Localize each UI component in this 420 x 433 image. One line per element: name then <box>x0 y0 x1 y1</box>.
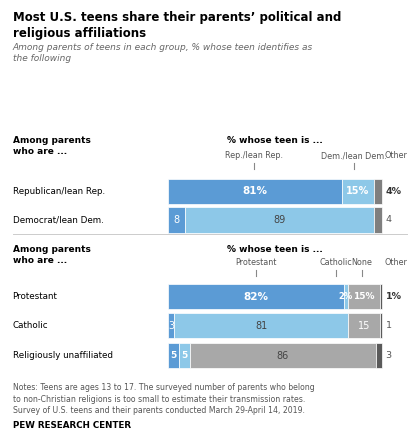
Text: Catholic: Catholic <box>320 258 352 267</box>
Text: % whose teen is ...: % whose teen is ... <box>227 136 323 145</box>
Text: 81%: 81% <box>242 186 267 197</box>
Text: Most U.S. teens share their parents’ political and
religious affiliations: Most U.S. teens share their parents’ pol… <box>13 11 341 40</box>
Text: Notes: Teens are ages 13 to 17. The surveyed number of parents who belong
to non: Notes: Teens are ages 13 to 17. The surv… <box>13 383 314 415</box>
Text: Catholic: Catholic <box>13 321 48 330</box>
Text: Other: Other <box>384 151 407 160</box>
Bar <box>190 343 376 368</box>
Text: Republican/lean Rep.: Republican/lean Rep. <box>13 187 105 196</box>
Bar <box>374 207 382 233</box>
Bar <box>380 313 382 338</box>
Bar <box>348 284 380 309</box>
Text: 81: 81 <box>255 320 267 331</box>
Text: Among parents of teens in each group, % whose teen identifies as
the following: Among parents of teens in each group, % … <box>13 43 313 63</box>
Text: 8: 8 <box>173 215 179 225</box>
Bar <box>168 284 344 309</box>
Text: 5: 5 <box>181 352 187 360</box>
Text: Democrat/lean Dem.: Democrat/lean Dem. <box>13 216 103 224</box>
Text: 15%: 15% <box>353 292 375 301</box>
Text: Among parents
who are ...: Among parents who are ... <box>13 245 90 265</box>
Text: 3: 3 <box>386 352 392 360</box>
Text: 15: 15 <box>358 320 370 331</box>
Bar <box>168 343 179 368</box>
Text: % whose teen is ...: % whose teen is ... <box>227 245 323 254</box>
Text: Other: Other <box>384 258 407 267</box>
Text: PEW RESEARCH CENTER: PEW RESEARCH CENTER <box>13 421 131 430</box>
Bar <box>341 179 374 204</box>
Text: 1%: 1% <box>386 292 402 301</box>
Bar <box>380 284 382 309</box>
Text: Protestant: Protestant <box>235 258 276 267</box>
Bar <box>374 179 382 204</box>
Text: 89: 89 <box>273 215 286 225</box>
Text: None: None <box>352 258 372 267</box>
Text: Rep./lean Rep.: Rep./lean Rep. <box>225 151 283 160</box>
Bar <box>174 313 348 338</box>
Bar <box>179 343 190 368</box>
Bar <box>168 313 174 338</box>
Bar <box>168 207 185 233</box>
Bar <box>376 343 382 368</box>
Bar <box>168 179 341 204</box>
Text: Among parents
who are ...: Among parents who are ... <box>13 136 90 156</box>
Text: 4: 4 <box>386 216 391 224</box>
Text: Protestant: Protestant <box>13 292 58 301</box>
Text: 1: 1 <box>386 321 391 330</box>
Text: 4%: 4% <box>386 187 402 196</box>
Bar <box>344 284 348 309</box>
Text: 5: 5 <box>170 352 176 360</box>
Text: 15%: 15% <box>346 186 369 197</box>
Bar <box>348 313 380 338</box>
Text: 86: 86 <box>276 351 289 361</box>
Text: 3: 3 <box>168 320 174 331</box>
Text: Religiously unaffiliated: Religiously unaffiliated <box>13 352 113 360</box>
Text: 2%: 2% <box>339 292 353 301</box>
Text: Dem./lean Dem.: Dem./lean Dem. <box>321 151 387 160</box>
Bar <box>185 207 374 233</box>
Text: 82%: 82% <box>243 291 268 302</box>
